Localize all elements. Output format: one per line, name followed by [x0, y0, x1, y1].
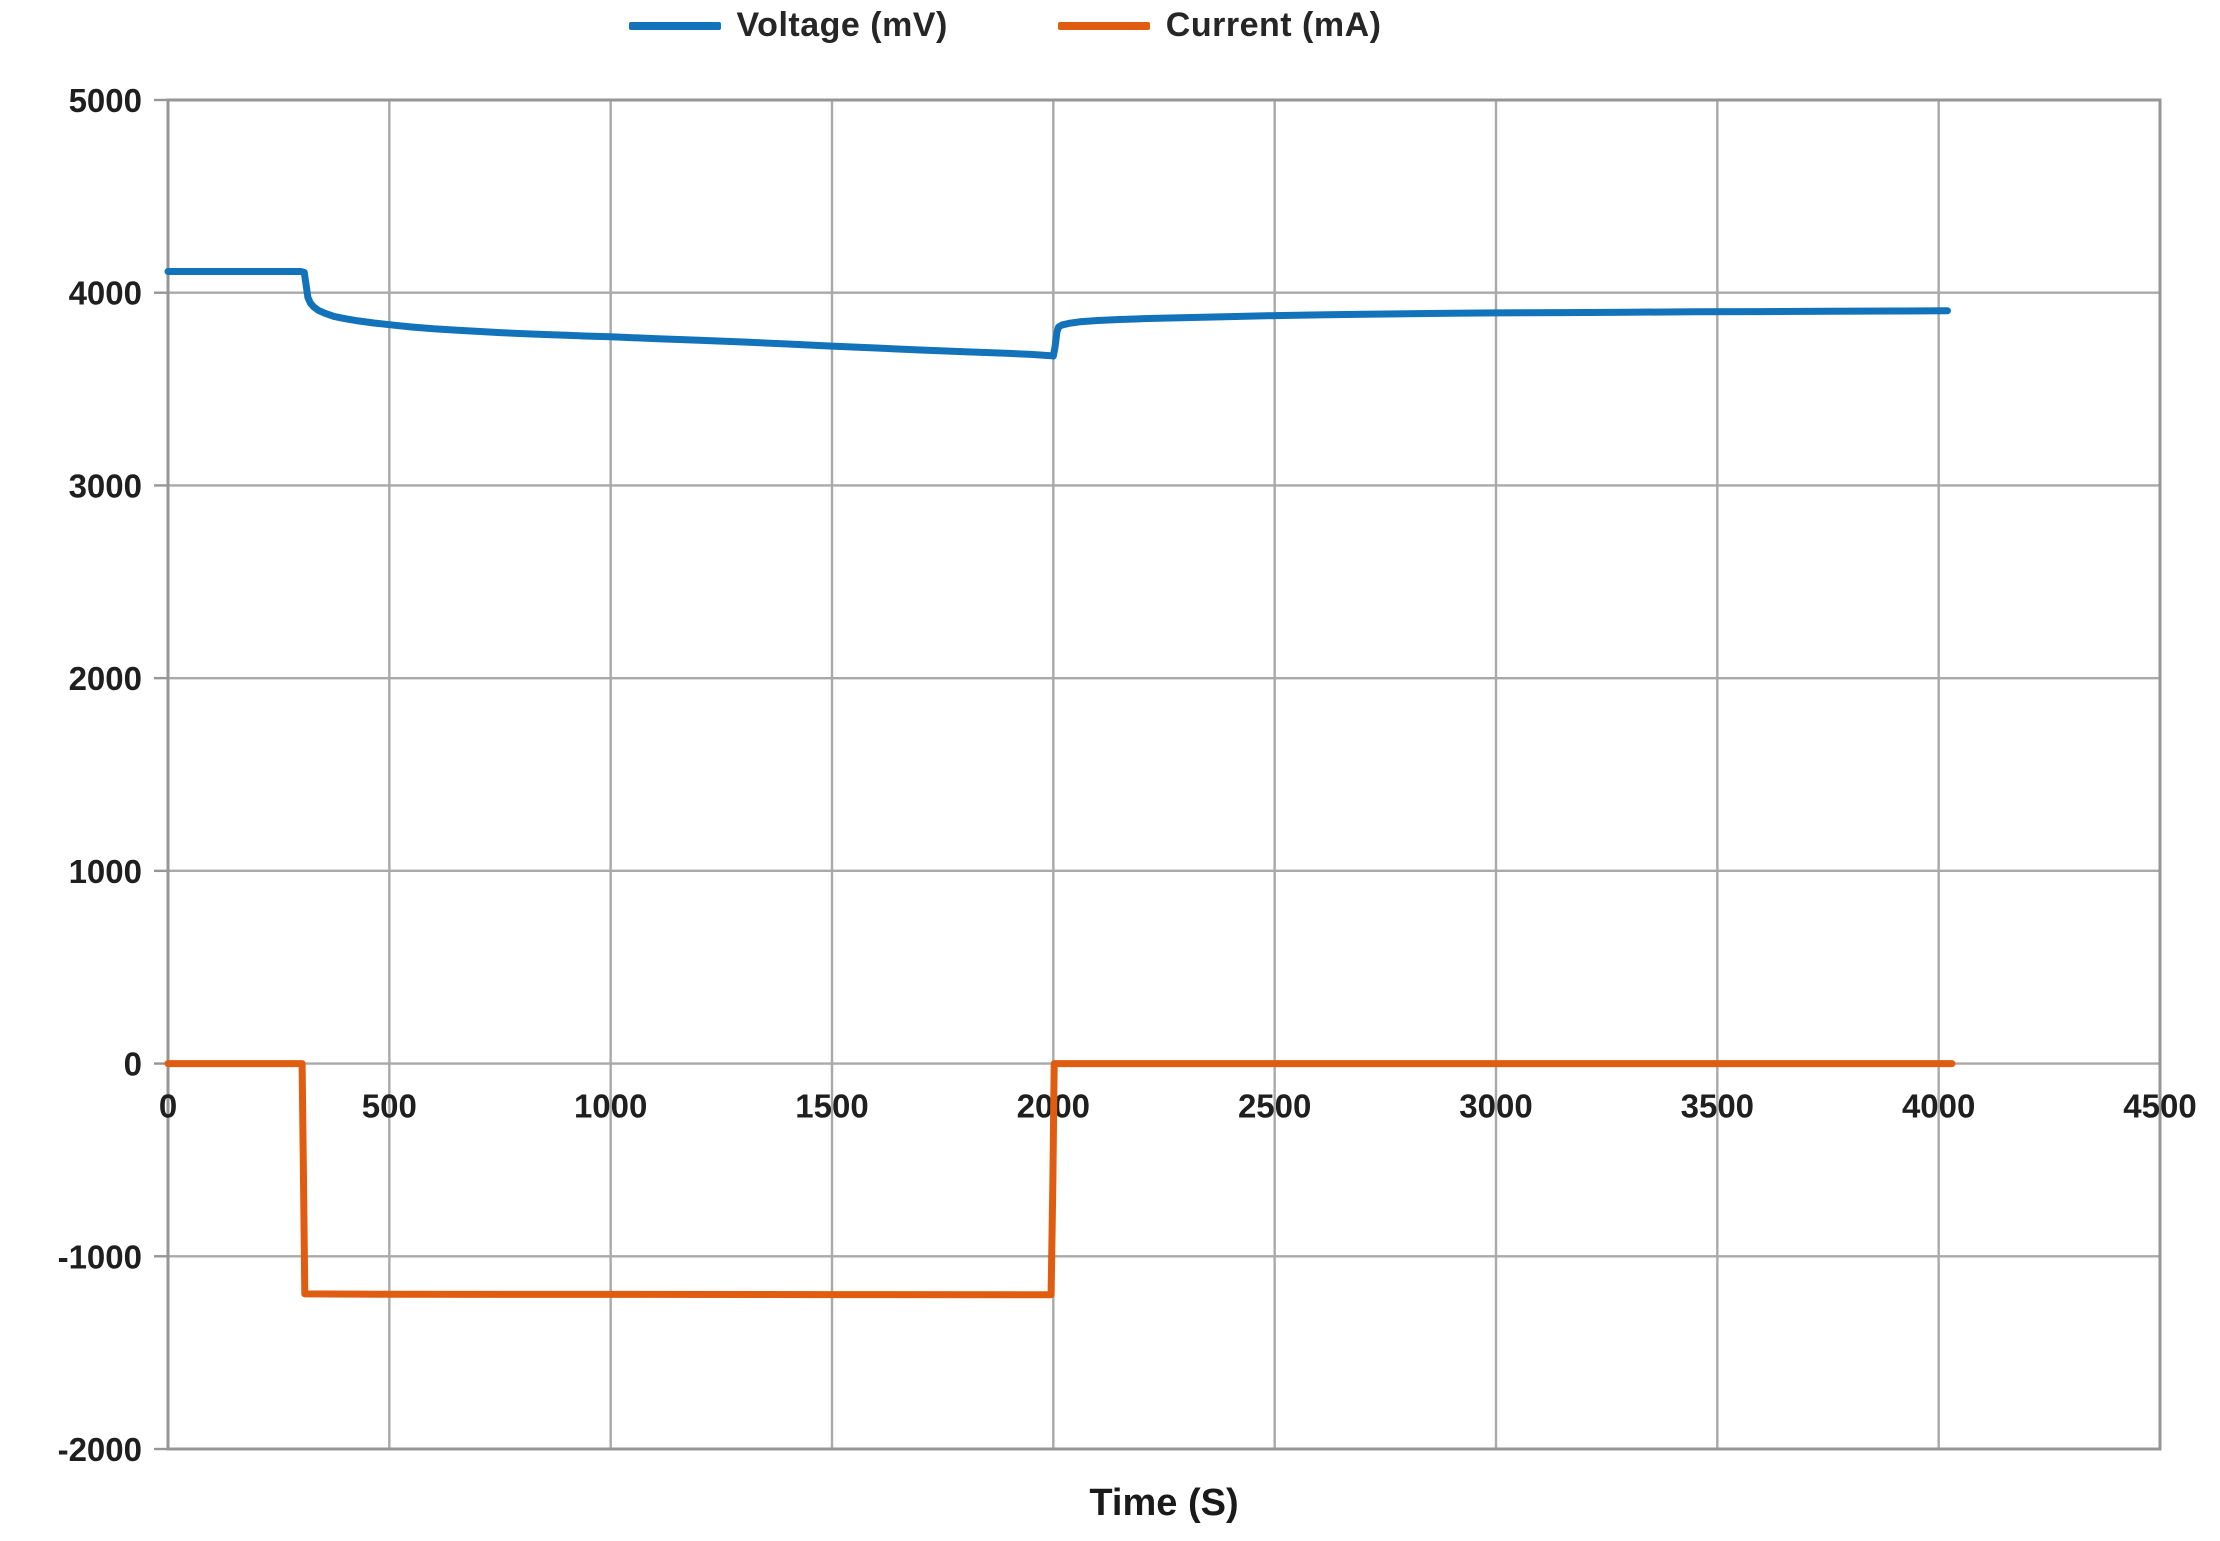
series-line-voltage-mv [164, 268, 1951, 360]
y-tick-label: 0 [124, 1046, 142, 1083]
legend-item-current: Current (mA) [1057, 6, 1382, 45]
legend-label-current: Current (mA) [1165, 6, 1382, 44]
x-tick-label: 2500 [1238, 1088, 1311, 1125]
legend-item-voltage: Voltage (mV) [628, 6, 948, 45]
y-tick-label: 4000 [69, 275, 142, 312]
y-tick-label: 5000 [69, 82, 142, 119]
voltage-line-swatch [628, 21, 721, 30]
x-tick-label: 1500 [795, 1088, 868, 1125]
x-tick-label: 4000 [1902, 1088, 1975, 1125]
y-tick-label: -1000 [58, 1238, 142, 1275]
x-tick-label: 3000 [1459, 1088, 1532, 1125]
y-tick-label: 1000 [69, 853, 142, 890]
legend-label-voltage: Voltage (mV) [736, 6, 948, 44]
y-tick-label: -2000 [58, 1431, 142, 1468]
x-tick-label: 0 [159, 1088, 177, 1125]
y-tick-label: 3000 [69, 467, 142, 504]
x-tick-label: 500 [362, 1088, 417, 1125]
current-line-swatch [1057, 21, 1150, 30]
plot-border [166, 98, 2162, 1451]
x-tick-label: 1000 [574, 1088, 647, 1125]
y-tick-label: 2000 [69, 660, 142, 697]
series-line-current-ma [164, 1060, 1956, 1299]
x-tick-label: 4500 [2123, 1088, 2196, 1125]
x-tick-label: 3500 [1681, 1088, 1754, 1125]
legend: Voltage (mV) Current (mA) [0, 6, 2220, 45]
x-axis-title: Time (S) [1089, 1482, 1239, 1524]
